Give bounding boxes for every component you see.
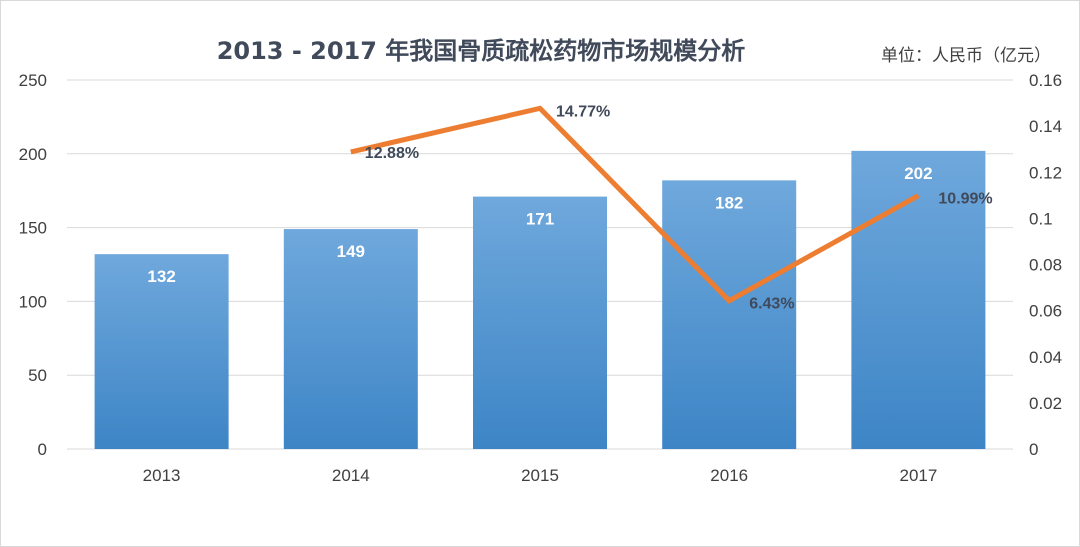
bar-data-label: 132 xyxy=(147,267,175,286)
line-data-label: 6.43% xyxy=(749,296,794,313)
growth-line xyxy=(350,105,920,304)
bar xyxy=(473,196,607,449)
right-axis-tick: 0.14 xyxy=(1029,117,1062,136)
bar xyxy=(94,254,229,449)
x-axis-tick: 2014 xyxy=(332,466,370,485)
x-axis-tick: 2016 xyxy=(710,466,748,485)
left-axis-tick: 150 xyxy=(19,219,47,238)
x-axis-tick: 2017 xyxy=(899,466,937,485)
bar-data-label: 149 xyxy=(337,242,365,261)
line-data-label: 12.88% xyxy=(365,145,419,162)
chart-title: 2013 - 2017 年我国骨质疏松药物市场规模分析 xyxy=(216,37,746,65)
right-axis-tick: 0.12 xyxy=(1029,163,1062,182)
left-axis-tick: 100 xyxy=(19,292,47,311)
bar xyxy=(662,180,797,450)
right-axis-tick: 0.06 xyxy=(1029,302,1062,321)
bar xyxy=(283,229,418,449)
left-axis-tick: 0 xyxy=(38,440,47,459)
unit-label: 单位：人民币（亿元） xyxy=(881,46,1051,66)
bar-data-label: 171 xyxy=(526,210,554,229)
line-data-label: 10.99% xyxy=(938,191,992,208)
right-axis-tick: 0 xyxy=(1029,440,1038,459)
x-axis-tick: 2013 xyxy=(143,466,181,485)
x-axis-tick: 2015 xyxy=(521,466,559,485)
bar-data-label: 182 xyxy=(715,193,743,212)
right-axis-tick: 0.08 xyxy=(1029,256,1062,275)
right-axis-tick: 0.1 xyxy=(1029,209,1053,228)
left-axis-tick: 200 xyxy=(19,145,47,164)
line-data-label: 14.77% xyxy=(556,103,610,120)
bar xyxy=(851,150,986,449)
right-axis-tick: 0.02 xyxy=(1029,394,1062,413)
left-axis-tick: 50 xyxy=(28,366,47,385)
left-axis-tick: 250 xyxy=(19,71,47,90)
right-axis-tick: 0.04 xyxy=(1029,348,1062,367)
right-axis-tick: 0.16 xyxy=(1029,71,1062,90)
bar-data-label: 202 xyxy=(904,164,932,183)
